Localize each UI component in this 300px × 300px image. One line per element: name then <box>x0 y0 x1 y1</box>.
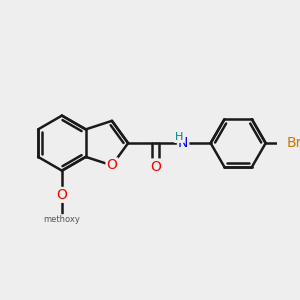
Text: H: H <box>175 132 183 142</box>
Text: methoxy: methoxy <box>44 214 80 224</box>
Text: O: O <box>106 158 117 172</box>
Text: N: N <box>178 136 188 150</box>
Text: O: O <box>150 160 161 173</box>
Text: Br: Br <box>287 136 300 150</box>
Text: O: O <box>56 188 68 202</box>
